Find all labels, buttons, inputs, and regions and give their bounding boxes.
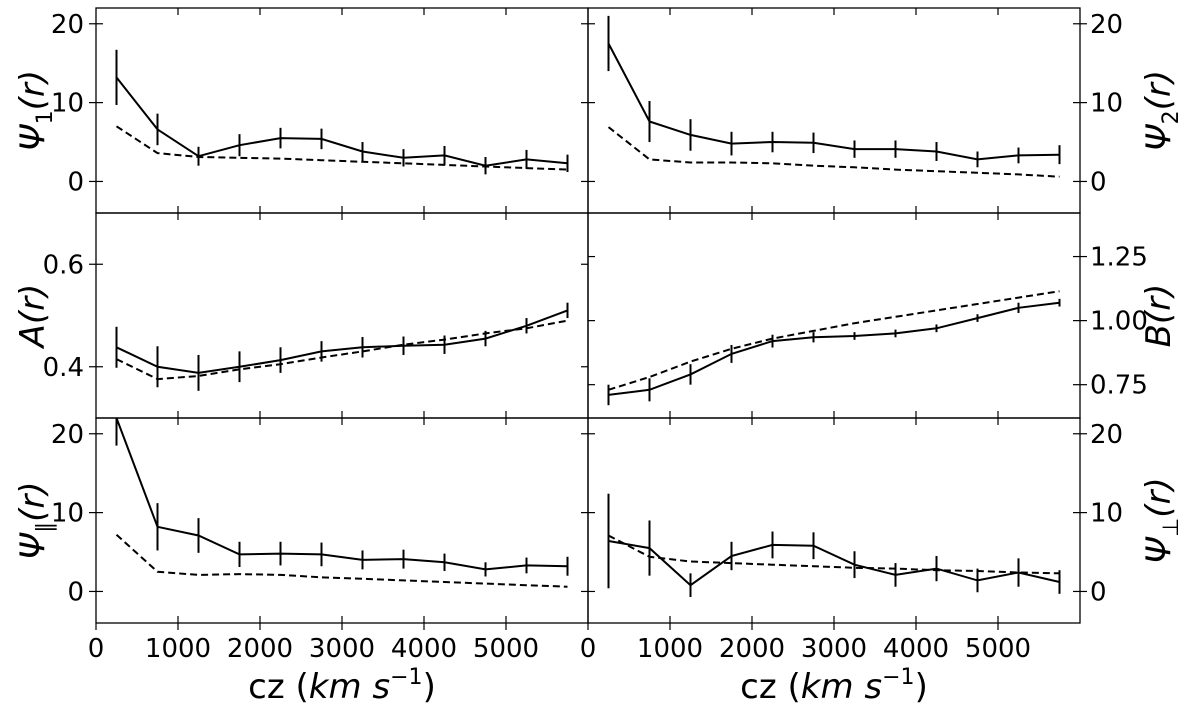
axes-layer [89, 7, 1087, 630]
series-solid-line [115, 418, 568, 571]
x-tick-label: 5000 [965, 634, 1031, 664]
y-tick-label: 20 [51, 10, 84, 40]
y-tick-label: 10 [51, 499, 84, 529]
panel-frame [95, 7, 589, 214]
series-solid-line [115, 76, 568, 167]
y-tick-label: 20 [51, 420, 84, 450]
y-tick-label: 0 [67, 577, 84, 607]
y-tick-label: 0 [67, 167, 84, 197]
panel-left-1 [89, 212, 589, 419]
panel-frame [95, 212, 589, 419]
panel-frame [587, 212, 1081, 419]
series-dashed-line [608, 290, 1060, 391]
panel-frame [95, 417, 589, 624]
y-tick-label: 0.6 [43, 250, 84, 280]
x-tick-label: 3000 [309, 634, 375, 664]
y-axis-label: A(r) [13, 284, 53, 350]
y-tick-label: 0.75 [1090, 371, 1148, 401]
panel-frame [587, 417, 1081, 624]
y-tick-label: 0 [1090, 167, 1107, 197]
y-tick-label: 0.4 [43, 353, 84, 383]
series-group [607, 15, 1061, 178]
panel-frame [587, 7, 1081, 214]
series-group [115, 49, 569, 175]
y-tick-label: 10 [1090, 499, 1123, 529]
series-group [115, 302, 569, 391]
panel-right-0 [587, 7, 1087, 214]
panel-right-1 [587, 212, 1087, 419]
series-dashed-line [115, 125, 568, 171]
series-group [115, 418, 569, 588]
y-axis-label: Ψ∥(r) [13, 481, 58, 559]
y-tick-label: 1.00 [1090, 307, 1148, 337]
series-dashed-line [116, 319, 568, 381]
x-tick-label: 5000 [473, 634, 539, 664]
x-tick-label: 1000 [145, 634, 211, 664]
x-tick-label: 3000 [801, 634, 867, 664]
panel-left-0 [89, 7, 589, 214]
y-axis-label: Ψ2(r) [1139, 70, 1184, 151]
series-solid-line [116, 309, 568, 374]
x-tick-label: 4000 [391, 634, 457, 664]
x-tick-label: 0 [88, 634, 105, 664]
x-tick-label: 0 [580, 634, 597, 664]
series-solid-line [608, 540, 1060, 587]
y-axis-label: B(r) [1139, 284, 1179, 348]
series-group [607, 290, 1061, 406]
y-tick-label: 20 [1090, 420, 1123, 450]
y-tick-label: 1.25 [1090, 243, 1148, 273]
x-axis-label: cz (km s−1) [740, 665, 928, 707]
text-layer: 0 10 20 Ψ1(r) 0 10 20 Ψ2(r) 0.4 0.6 A(r) 0.75 1.00 1.… [13, 10, 1184, 707]
y-axis-label: Ψ⊥(r) [1139, 477, 1184, 563]
panel-right-2 [587, 417, 1087, 630]
x-tick-label: 2000 [227, 634, 293, 664]
y-axis-label: Ψ1(r) [13, 70, 58, 151]
series-group [607, 493, 1061, 597]
series-dashed-line [608, 534, 1060, 575]
x-tick-label: 1000 [637, 634, 703, 664]
data-layer [115, 15, 1061, 597]
x-tick-label: 2000 [719, 634, 785, 664]
series-solid-line [608, 301, 1060, 396]
panel-left-2 [89, 417, 589, 630]
y-tick-label: 20 [1090, 10, 1123, 40]
series-solid-line [607, 43, 1060, 161]
series-dashed-line [115, 533, 568, 588]
y-tick-label: 10 [51, 89, 84, 119]
x-tick-label: 4000 [883, 634, 949, 664]
x-axis-label: cz (km s−1) [248, 665, 436, 707]
y-tick-label: 0 [1090, 577, 1107, 607]
y-tick-label: 10 [1090, 89, 1123, 119]
series-dashed-line [607, 126, 1060, 178]
